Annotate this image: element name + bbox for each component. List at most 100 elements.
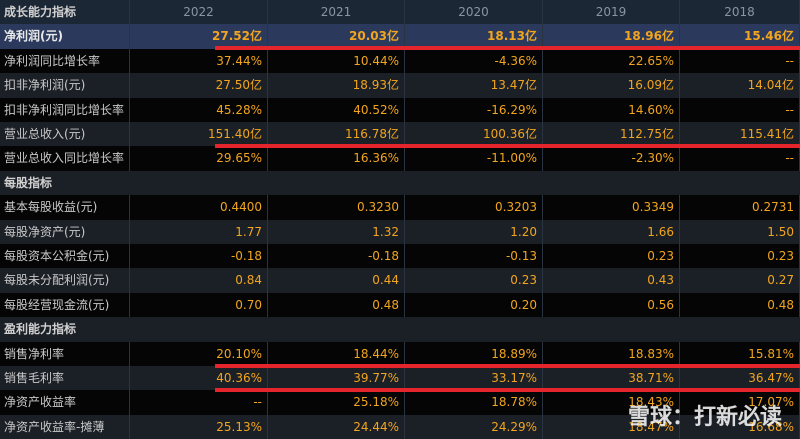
cell-value: 0.70 — [130, 292, 268, 318]
cell-value: 0.48 — [268, 292, 405, 318]
cell-value: 0.23 — [405, 268, 543, 293]
cell-value: 0.43 — [543, 268, 680, 293]
cell-value: 0.3230 — [268, 195, 405, 220]
cell-value: 0.2731 — [680, 195, 800, 220]
row-label: 每股未分配利润(元) — [0, 268, 130, 293]
data-row: 销售毛利率 40.36% 39.77% 33.17% 38.71% 36.47% — [0, 366, 800, 391]
row-label: 净利润(元) — [0, 24, 130, 49]
cell-value: -0.13 — [405, 244, 543, 269]
cell-value: 0.44 — [268, 268, 405, 293]
data-row: 扣非净利润(元) 27.50亿 18.93亿 13.47亿 16.09亿 14.04亿 — [0, 73, 800, 98]
highlight-line — [215, 364, 800, 368]
cell-value: 1.66 — [543, 219, 680, 244]
row-label: 营业总收入同比增长率 — [0, 146, 130, 171]
cell-value: 1.50 — [680, 219, 800, 244]
data-row: 销售净利率 20.10% 18.44% 18.89% 18.83% 15.81% — [0, 341, 800, 366]
cell-value: 18.47% — [543, 414, 680, 439]
watermark: 雪球：打新必读 — [627, 405, 782, 430]
cell-value: -16.29% — [405, 97, 543, 122]
header-row: 成长能力指标 2022 2021 2020 2019 2018 — [0, 0, 800, 25]
cell-value: 0.23 — [680, 244, 800, 269]
cell-value: 151.40亿 — [130, 122, 268, 147]
data-row: 每股净资产(元) 1.77 1.32 1.20 1.66 1.50 — [0, 219, 800, 244]
row-label: 净资产收益率 — [0, 390, 130, 415]
cell-value: 1.20 — [405, 219, 543, 244]
cell-value: 0.27 — [680, 268, 800, 293]
cell-value: 18.96亿 — [543, 24, 680, 49]
data-row: 营业总收入(元) 151.40亿 116.78亿 100.36亿 112.75亿 115.… — [0, 122, 800, 147]
highlight-line — [215, 46, 800, 50]
data-row: 每股经营现金流(元) 0.70 0.48 0.20 0.56 0.48 — [0, 292, 800, 318]
cell-value: 24.29% — [405, 414, 543, 439]
cell-value: 100.36亿 — [405, 122, 543, 147]
cell-value: -4.36% — [405, 48, 543, 74]
cell-value: 29.65% — [130, 146, 268, 171]
cell-value: -0.18 — [268, 244, 405, 269]
section-title: 每股指标 — [4, 175, 53, 190]
data-row: 每股资本公积金(元) -0.18 -0.18 -0.13 0.23 0.23 — [0, 244, 800, 269]
cell-value: -2.30% — [543, 146, 680, 171]
header-title: 成长能力指标 — [0, 0, 130, 25]
data-row: 扣非净利润同比增长率 45.28% 40.52% -16.29% 14.60% -- — [0, 97, 800, 122]
cell-value: 0.48 — [680, 292, 800, 318]
cell-value: 0.3203 — [405, 195, 543, 220]
cell-value: 10.44% — [268, 48, 405, 74]
cell-value: 0.84 — [130, 268, 268, 293]
data-row: 净利润同比增长率 37.44% 10.44% -4.36% 22.65% -- — [0, 48, 800, 74]
section-row: 盈利能力指标 — [0, 317, 800, 342]
cell-value: -- — [680, 48, 800, 74]
cell-value: 1.77 — [130, 219, 268, 244]
row-label: 净利润同比增长率 — [0, 48, 130, 74]
cell-value: -- — [130, 390, 268, 415]
row-label: 营业总收入(元) — [0, 122, 130, 147]
row-label: 每股经营现金流(元) — [0, 292, 130, 318]
cell-value: 18.43% — [543, 390, 680, 415]
cell-value: 15.81% — [680, 341, 800, 366]
cell-value: -- — [680, 146, 800, 171]
cell-value: 20.03亿 — [268, 24, 405, 49]
cell-value: 14.04亿 — [680, 73, 800, 98]
cell-value: 20.10% — [130, 341, 268, 366]
cell-value: -11.00% — [405, 146, 543, 171]
cell-value: 18.83% — [543, 341, 680, 366]
cell-value: 40.36% — [130, 366, 268, 391]
cell-value: 40.52% — [268, 97, 405, 122]
row-label: 销售毛利率 — [0, 366, 130, 391]
cell-value: 33.17% — [405, 366, 543, 391]
cell-value: 18.78% — [405, 390, 543, 415]
cell-value: 25.13% — [130, 414, 268, 439]
cell-value: 1.32 — [268, 219, 405, 244]
data-row: 营业总收入同比增长率 29.65% 16.36% -11.00% -2.30% -- — [0, 146, 800, 171]
cell-value: 115.41亿 — [680, 122, 800, 147]
cell-value: 39.77% — [268, 366, 405, 391]
cell-value: 24.44% — [268, 414, 405, 439]
row-label: 扣非净利润(元) — [0, 73, 130, 98]
cell-value: 25.18% — [268, 390, 405, 415]
cell-value: 16.36% — [268, 146, 405, 171]
data-row: 净资产收益率-摊薄 25.13% 24.44% 24.29% 18.47% 16.68% — [0, 414, 800, 439]
data-row: 基本每股收益(元) 0.4400 0.3230 0.3203 0.3349 0.2731 — [0, 195, 800, 220]
cell-value: 38.71% — [543, 366, 680, 391]
section-row: 每股指标 — [0, 170, 800, 196]
cell-value: 18.44% — [268, 341, 405, 366]
section-title: 盈利能力指标 — [4, 322, 77, 337]
cell-value: 37.44% — [130, 48, 268, 74]
cell-value: 16.09亿 — [543, 73, 680, 98]
cell-value: 13.47亿 — [405, 73, 543, 98]
data-row: 净利润(元) 27.52亿 20.03亿 18.13亿 18.96亿 15.46亿 — [0, 24, 800, 49]
highlight-line — [215, 388, 800, 392]
cell-value: 18.93亿 — [268, 73, 405, 98]
column-header: 2022 — [130, 0, 268, 25]
cell-value: 116.78亿 — [268, 122, 405, 147]
column-header: 2019 — [543, 0, 680, 25]
cell-value: -- — [680, 97, 800, 122]
cell-value: 18.89% — [405, 341, 543, 366]
row-label: 基本每股收益(元) — [0, 195, 130, 220]
cell-value: 0.56 — [543, 292, 680, 318]
row-label: 每股净资产(元) — [0, 219, 130, 244]
row-label: 净资产收益率-摊薄 — [0, 414, 130, 439]
data-row: 每股未分配利润(元) 0.84 0.44 0.23 0.43 0.27 — [0, 268, 800, 293]
data-row: 净资产收益率 -- 25.18% 18.78% 18.43% 17.07% — [0, 390, 800, 415]
column-header: 2020 — [405, 0, 543, 25]
